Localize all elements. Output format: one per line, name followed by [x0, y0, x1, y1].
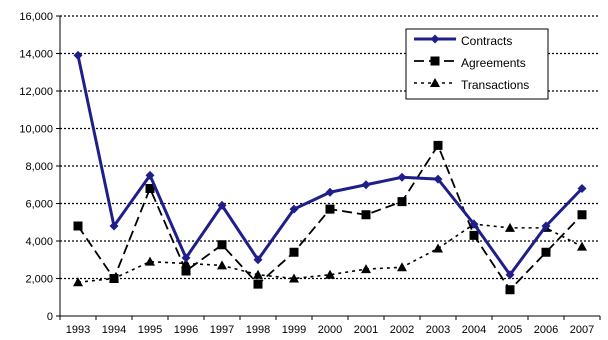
- data-point-contracts: [397, 172, 407, 182]
- data-point-agreements: [109, 274, 119, 283]
- data-point-contracts: [181, 253, 191, 263]
- data-point-agreements: [253, 279, 263, 289]
- legend: Contracts Agreements Transactions: [405, 28, 549, 100]
- axes: [56, 15, 601, 320]
- legend-marker-contracts: [430, 34, 440, 44]
- legend-label-transactions: Transactions: [461, 78, 529, 92]
- y-tick-label: 8,000: [25, 161, 53, 173]
- data-point-contracts: [469, 219, 479, 229]
- data-point-contracts: [541, 221, 551, 231]
- data-point-agreements: [145, 184, 155, 193]
- data-point-contracts: [289, 204, 299, 214]
- data-point-agreements: [325, 204, 335, 214]
- x-tick-label: 1999: [282, 324, 306, 336]
- legend-marker-agreements: [430, 56, 440, 66]
- series-agreements: [73, 140, 587, 295]
- data-point-contracts: [433, 174, 443, 184]
- legend-box: [405, 28, 549, 100]
- x-tick-label: 2006: [534, 324, 558, 336]
- data-point-transactions: [73, 277, 83, 287]
- y-tick-label: 6,000: [25, 199, 53, 211]
- data-point-agreements: [289, 247, 299, 257]
- x-tick-label: 1998: [246, 324, 270, 336]
- x-tick-label: 2001: [354, 324, 378, 336]
- x-tick-label: 1995: [138, 324, 162, 336]
- x-tick-label: 2007: [570, 324, 594, 336]
- data-point-agreements: [541, 247, 551, 257]
- data-point-transactions: [217, 260, 227, 270]
- x-tick-label: 2003: [426, 324, 450, 336]
- x-tick-label: 2004: [462, 324, 486, 336]
- data-point-agreements: [469, 230, 479, 240]
- data-point-agreements: [181, 266, 191, 276]
- x-tick-label: 2002: [390, 324, 414, 336]
- data-point-agreements: [73, 221, 83, 231]
- y-tick-label: 0: [47, 311, 53, 323]
- data-point-contracts: [577, 184, 587, 193]
- legend-label-contracts: Contracts: [461, 34, 512, 48]
- y-tick-label: 4,000: [25, 236, 53, 248]
- data-point-transactions: [253, 269, 263, 279]
- x-tick-labels: 1993 1994 1995 1996 1997 1998 1999 2000 2001 2002…: [66, 324, 594, 336]
- data-point-contracts: [361, 180, 371, 190]
- data-point-transactions: [397, 262, 407, 272]
- data-point-transactions: [361, 264, 371, 274]
- legend-marker-transactions: [430, 78, 440, 87]
- data-point-transactions: [325, 269, 335, 279]
- data-point-contracts: [109, 221, 119, 231]
- y-tick-label: 16,000: [19, 11, 53, 23]
- data-point-agreements: [505, 285, 515, 295]
- data-point-agreements: [361, 210, 371, 220]
- data-point-agreements: [433, 140, 443, 150]
- data-point-contracts: [145, 170, 155, 180]
- data-point-agreements: [397, 197, 407, 207]
- x-tick-label: 1994: [102, 324, 126, 336]
- y-tick-label: 10,000: [19, 124, 53, 136]
- data-point-contracts: [73, 50, 83, 60]
- y-tick-label: 2,000: [25, 274, 53, 286]
- data-point-transactions: [577, 241, 587, 251]
- y-tick-label: 14,000: [19, 49, 53, 61]
- x-tick-label: 2005: [498, 324, 522, 336]
- data-point-agreements: [217, 240, 227, 250]
- data-point-transactions: [433, 243, 443, 253]
- series-contracts: [73, 50, 587, 280]
- data-point-transactions: [505, 222, 515, 232]
- data-point-transactions: [145, 256, 155, 266]
- legend-label-agreements: Agreements: [461, 56, 526, 70]
- x-tick-label: 2000: [318, 324, 342, 336]
- x-tick-label: 1997: [210, 324, 234, 336]
- data-point-contracts: [217, 200, 227, 210]
- data-point-agreements: [577, 210, 587, 220]
- y-tick-label: 12,000: [19, 86, 53, 98]
- data-point-contracts: [505, 270, 515, 280]
- y-tick-labels: 0 2,000 4,000 6,000 8,000 10,000 12,000 14,000 1…: [19, 11, 53, 323]
- gridlines: [60, 15, 600, 280]
- series-group: [73, 50, 587, 295]
- x-tick-label: 1996: [174, 324, 198, 336]
- data-point-contracts: [325, 187, 335, 197]
- x-tick-label: 1993: [66, 324, 90, 336]
- data-point-transactions: [289, 273, 299, 283]
- data-point-contracts: [253, 255, 263, 265]
